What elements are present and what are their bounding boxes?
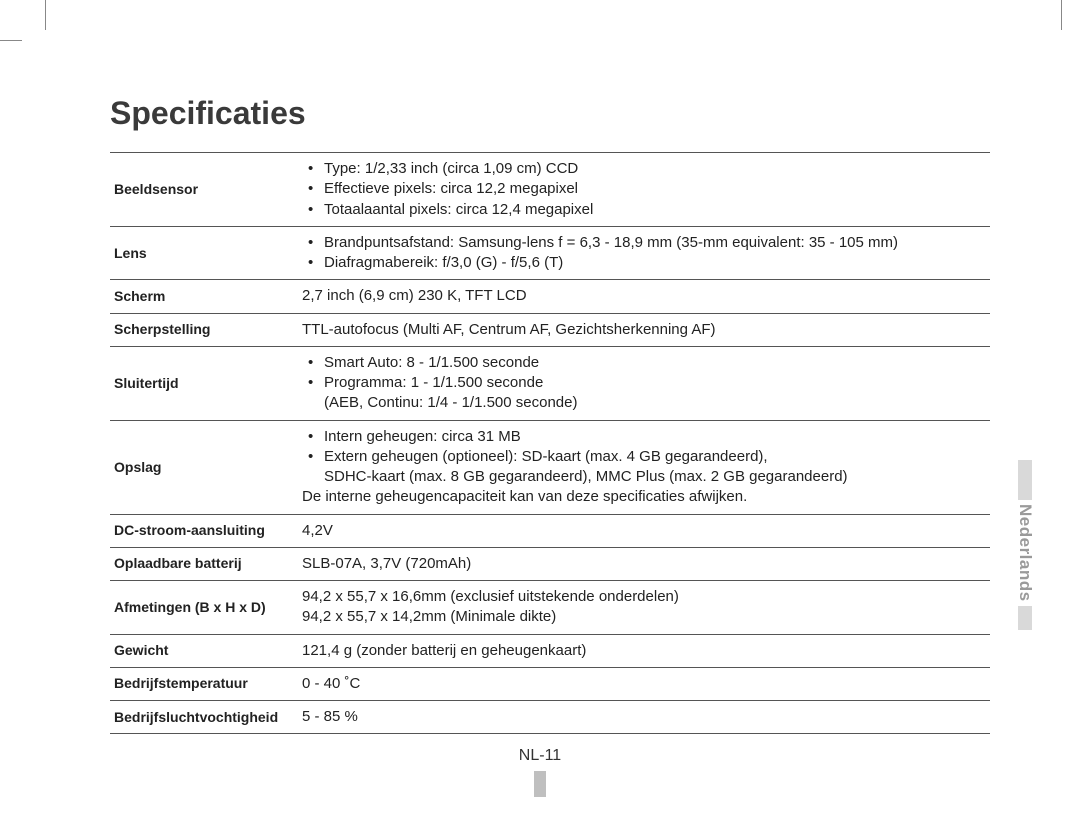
table-row: DC-stroom-aansluiting4,2V <box>110 514 990 547</box>
spec-label: Oplaadbare batterij <box>110 547 298 580</box>
list-item: Extern geheugen (optioneel): SD-kaart (m… <box>302 447 982 488</box>
spec-label: Beeldsensor <box>110 153 298 227</box>
table-row: LensBrandpuntsafstand: Samsung-lens f = … <box>110 226 990 280</box>
spec-label: Scherpstelling <box>110 313 298 346</box>
spec-value: TTL-autofocus (Multi AF, Centrum AF, Gez… <box>298 313 990 346</box>
spec-value: 4,2V <box>298 514 990 547</box>
list-item: Totaalaantal pixels: circa 12,4 megapixe… <box>302 200 982 220</box>
page-number: NL-11 <box>0 747 1080 797</box>
bullet-list: Type: 1/2,33 inch (circa 1,09 cm) CCDEff… <box>302 159 982 220</box>
spec-value: 0 - 40 ˚C <box>298 667 990 700</box>
spec-label: Sluitertijd <box>110 346 298 420</box>
list-item: Diafragmabereik: f/3,0 (G) - f/5,6 (T) <box>302 253 982 273</box>
spec-value: Type: 1/2,33 inch (circa 1,09 cm) CCDEff… <box>298 153 990 227</box>
spec-value: 121,4 g (zonder batterij en geheugenkaar… <box>298 634 990 667</box>
spec-label: Gewicht <box>110 634 298 667</box>
table-row: Afmetingen (B x H x D)94,2 x 55,7 x 16,6… <box>110 581 990 635</box>
table-row: Bedrijfsluchtvochtigheid5 - 85 % <box>110 701 990 734</box>
page-number-text: NL-11 <box>519 747 561 764</box>
table-row: SluitertijdSmart Auto: 8 - 1/1.500 secon… <box>110 346 990 420</box>
page-number-bar <box>534 771 546 797</box>
tab-bar <box>1018 606 1032 630</box>
spec-value: Brandpuntsafstand: Samsung-lens f = 6,3 … <box>298 226 990 280</box>
table-row: OpslagIntern geheugen: circa 31 MBExtern… <box>110 420 990 514</box>
spec-value: 5 - 85 % <box>298 701 990 734</box>
table-row: Bedrijfstemperatuur0 - 40 ˚C <box>110 667 990 700</box>
language-label: Nederlands <box>1015 500 1035 606</box>
list-item: Smart Auto: 8 - 1/1.500 seconde <box>302 353 982 373</box>
spec-label: Afmetingen (B x H x D) <box>110 581 298 635</box>
list-item: Intern geheugen: circa 31 MB <box>302 427 982 447</box>
spec-label: DC-stroom-aansluiting <box>110 514 298 547</box>
spec-note: De interne geheugencapaciteit kan van de… <box>302 487 982 507</box>
page: Specificaties BeeldsensorType: 1/2,33 in… <box>0 0 1080 835</box>
language-tab: Nederlands <box>1000 460 1050 630</box>
bullet-list: Smart Auto: 8 - 1/1.500 secondeProgramma… <box>302 353 982 414</box>
table-row: Oplaadbare batterijSLB-07A, 3,7V (720mAh… <box>110 547 990 580</box>
table-row: Scherm2,7 inch (6,9 cm) 230 K, TFT LCD <box>110 280 990 313</box>
list-item: Programma: 1 - 1/1.500 seconde(AEB, Cont… <box>302 373 982 414</box>
spec-value: 2,7 inch (6,9 cm) 230 K, TFT LCD <box>298 280 990 313</box>
tab-bar <box>1018 460 1032 500</box>
spec-label: Bedrijfsluchtvochtigheid <box>110 701 298 734</box>
bullet-list: Intern geheugen: circa 31 MBExtern geheu… <box>302 427 982 488</box>
table-row: BeeldsensorType: 1/2,33 inch (circa 1,09… <box>110 153 990 227</box>
spec-value: 94,2 x 55,7 x 16,6mm (exclusief uitsteke… <box>298 581 990 635</box>
spec-label: Opslag <box>110 420 298 514</box>
list-item: Brandpuntsafstand: Samsung-lens f = 6,3 … <box>302 233 982 253</box>
crop-mark <box>1061 0 1062 30</box>
page-title: Specificaties <box>110 95 1020 132</box>
spec-label: Scherm <box>110 280 298 313</box>
spec-value: Intern geheugen: circa 31 MBExtern geheu… <box>298 420 990 514</box>
spec-label: Lens <box>110 226 298 280</box>
spec-value: SLB-07A, 3,7V (720mAh) <box>298 547 990 580</box>
bullet-list: Brandpuntsafstand: Samsung-lens f = 6,3 … <box>302 233 982 274</box>
crop-mark <box>45 0 46 30</box>
table-row: ScherpstellingTTL-autofocus (Multi AF, C… <box>110 313 990 346</box>
list-item: Effectieve pixels: circa 12,2 megapixel <box>302 179 982 199</box>
crop-mark <box>0 40 22 41</box>
spec-label: Bedrijfstemperatuur <box>110 667 298 700</box>
spec-value: Smart Auto: 8 - 1/1.500 secondeProgramma… <box>298 346 990 420</box>
specs-table: BeeldsensorType: 1/2,33 inch (circa 1,09… <box>110 152 990 734</box>
list-item: Type: 1/2,33 inch (circa 1,09 cm) CCD <box>302 159 982 179</box>
table-row: Gewicht121,4 g (zonder batterij en geheu… <box>110 634 990 667</box>
